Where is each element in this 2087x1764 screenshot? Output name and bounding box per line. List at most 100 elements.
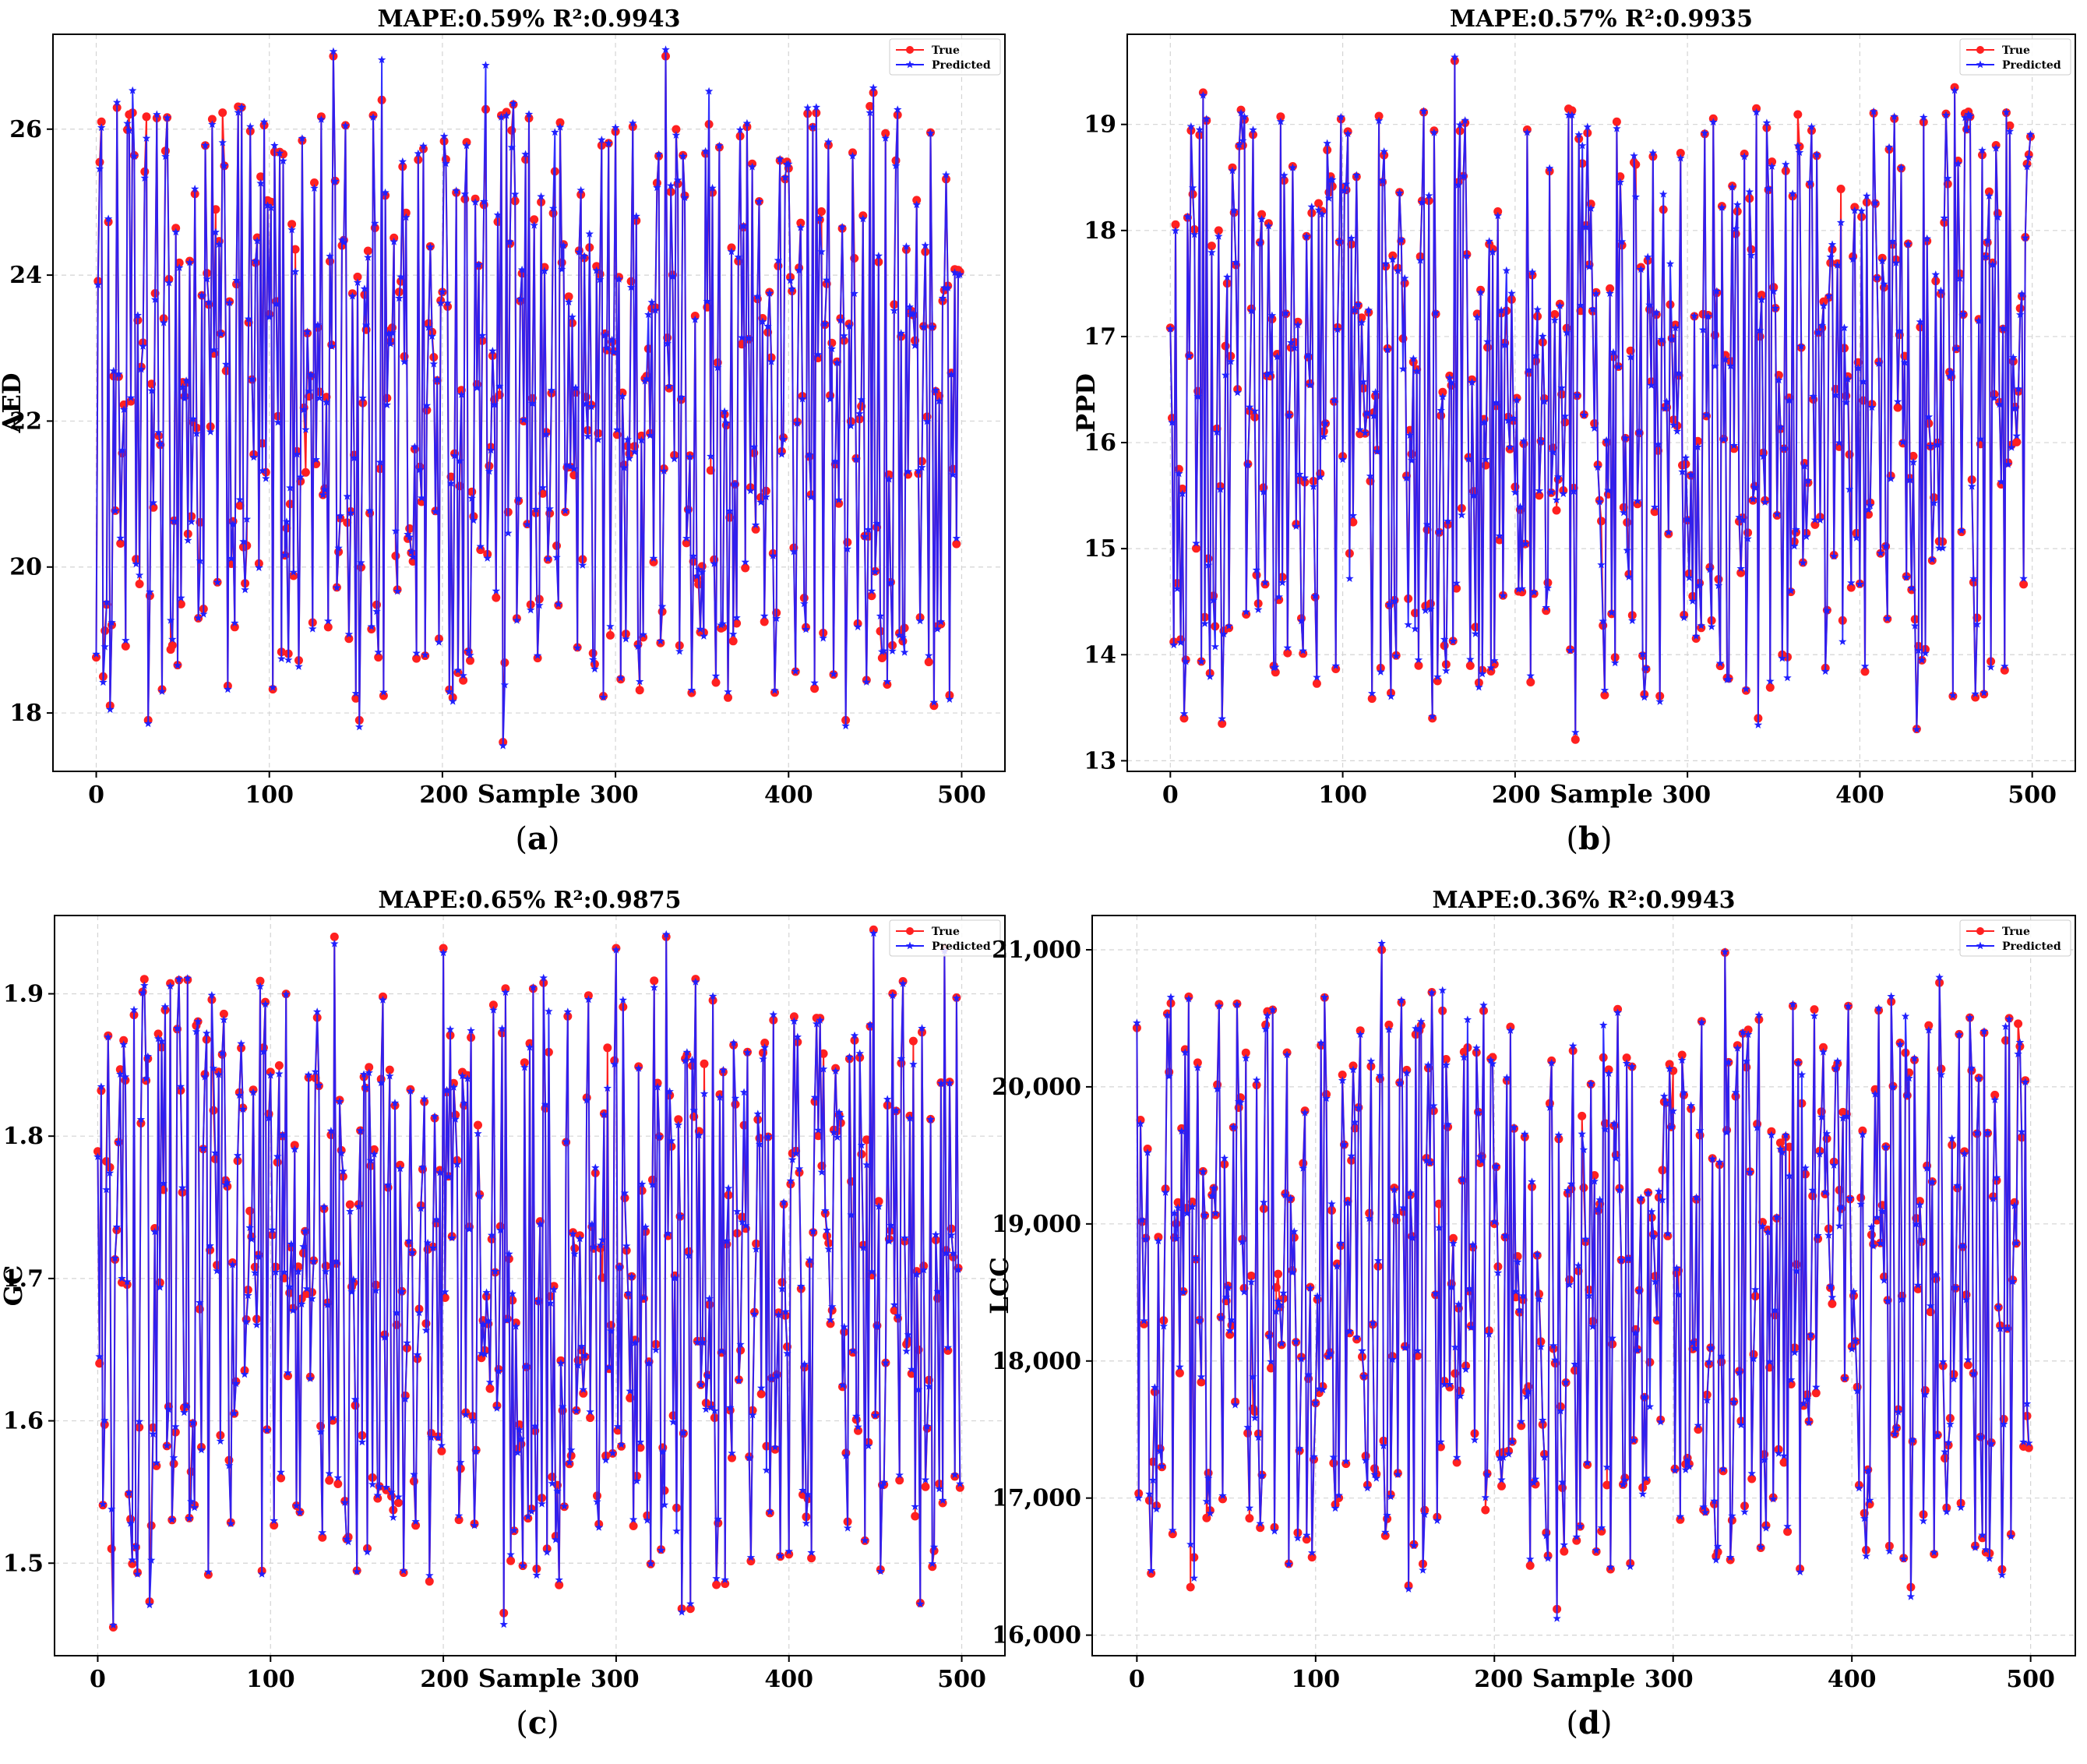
predicted-point	[215, 240, 224, 249]
true-point	[1168, 1529, 1177, 1539]
predicted-point	[1264, 1332, 1274, 1340]
predicted-point	[871, 1411, 880, 1420]
true-point	[672, 125, 681, 134]
predicted-point	[1873, 1213, 1881, 1222]
predicted-point	[1795, 148, 1804, 157]
predicted-point	[1947, 368, 1955, 376]
true-point	[1192, 544, 1200, 553]
predicted-point	[483, 554, 492, 562]
predicted-point	[561, 506, 569, 514]
predicted-point	[1907, 584, 1916, 592]
predicted-point	[1408, 1233, 1416, 1242]
predicted-point	[406, 1086, 415, 1095]
predicted-point	[1817, 321, 1826, 330]
predicted-point	[1181, 1048, 1190, 1057]
predicted-point	[862, 678, 871, 686]
predicted-point	[559, 241, 568, 249]
predicted-point	[278, 1131, 287, 1138]
predicted-point	[851, 455, 861, 463]
predicted-point	[748, 1410, 757, 1419]
predicted-point	[589, 1243, 598, 1251]
predicted-point	[1661, 404, 1669, 412]
predicted-point	[312, 1007, 322, 1016]
predicted-point	[99, 678, 108, 686]
predicted-point	[220, 1015, 228, 1024]
predicted-point	[1735, 1368, 1743, 1377]
predicted-point	[1268, 1005, 1277, 1014]
predicted-point	[1519, 436, 1528, 445]
predicted-point	[1522, 1392, 1531, 1401]
true-point	[167, 640, 177, 650]
predicted-point	[119, 1040, 128, 1049]
predicted-point	[178, 383, 187, 391]
predicted-point	[126, 393, 136, 401]
predicted-point	[632, 212, 640, 220]
predicted-point	[738, 1217, 747, 1226]
true-point	[92, 653, 100, 662]
predicted-point	[496, 1226, 505, 1234]
predicted-point	[1245, 1504, 1254, 1512]
predicted-point	[1738, 515, 1747, 524]
true-point	[1173, 1198, 1183, 1207]
predicted-point	[1648, 1207, 1656, 1215]
predicted-point	[259, 1047, 268, 1056]
true-point	[1197, 1378, 1206, 1387]
predicted-point	[1184, 994, 1193, 1003]
predicted-point	[876, 612, 885, 620]
true-point	[235, 501, 245, 510]
predicted-point	[834, 496, 843, 504]
predicted-point	[2026, 130, 2035, 139]
predicted-point	[1576, 1522, 1585, 1530]
predicted-point	[1563, 1186, 1572, 1194]
predicted-point	[1512, 396, 1521, 404]
predicted-point	[1331, 1504, 1340, 1512]
predicted-point	[888, 647, 897, 654]
predicted-point	[1172, 1234, 1181, 1243]
predicted-point	[105, 1169, 115, 1177]
predicted-point	[1254, 1433, 1263, 1441]
predicted-point	[1964, 1355, 1972, 1364]
predicted-point	[1397, 235, 1406, 244]
chart-panel-c: 0 100 200 300 400 500Sample1.51.61.71.81.9GCM…	[0, 887, 1006, 1693]
predicted-point	[1606, 289, 1614, 298]
predicted-point	[1704, 312, 1712, 320]
predicted-point	[1431, 1289, 1440, 1297]
predicted-point	[1764, 1227, 1772, 1236]
predicted-point	[602, 344, 612, 352]
true-point	[1341, 1459, 1351, 1469]
predicted-point	[667, 1136, 676, 1145]
predicted-point	[1797, 1070, 1807, 1078]
true-point	[485, 1384, 495, 1393]
predicted-point	[1754, 721, 1763, 729]
predicted-point	[1493, 1268, 1503, 1277]
predicted-point	[938, 1496, 947, 1505]
predicted-point	[439, 132, 449, 140]
plot-frame	[54, 915, 1006, 1656]
predicted-point	[1341, 1457, 1351, 1465]
predicted-point	[1877, 256, 1887, 265]
predicted-point	[1451, 1342, 1459, 1351]
predicted-point	[1404, 1584, 1413, 1593]
predicted-point	[1830, 1161, 1838, 1169]
predicted-point	[1757, 295, 1766, 304]
predicted-point	[426, 242, 435, 251]
predicted-point	[2003, 1324, 2011, 1332]
predicted-point	[1152, 1505, 1161, 1513]
predicted-point	[827, 344, 836, 353]
predicted-point	[1376, 1071, 1384, 1079]
predicted-point	[1461, 1365, 1470, 1374]
predicted-point	[1252, 1075, 1261, 1084]
true-point	[943, 1346, 953, 1355]
predicted-point	[1202, 1497, 1211, 1505]
y-tick-label-1.7: 1.7	[3, 1265, 44, 1293]
predicted-point	[1714, 581, 1723, 590]
predicted-point	[1482, 455, 1490, 464]
legend-marker-circle	[1976, 927, 1984, 935]
predicted-point	[1474, 1108, 1482, 1117]
predicted-point	[847, 422, 855, 430]
predicted-point	[786, 276, 795, 284]
predicted-point	[734, 252, 743, 261]
predicted-point	[244, 1291, 252, 1300]
predicted-point	[1485, 237, 1493, 245]
